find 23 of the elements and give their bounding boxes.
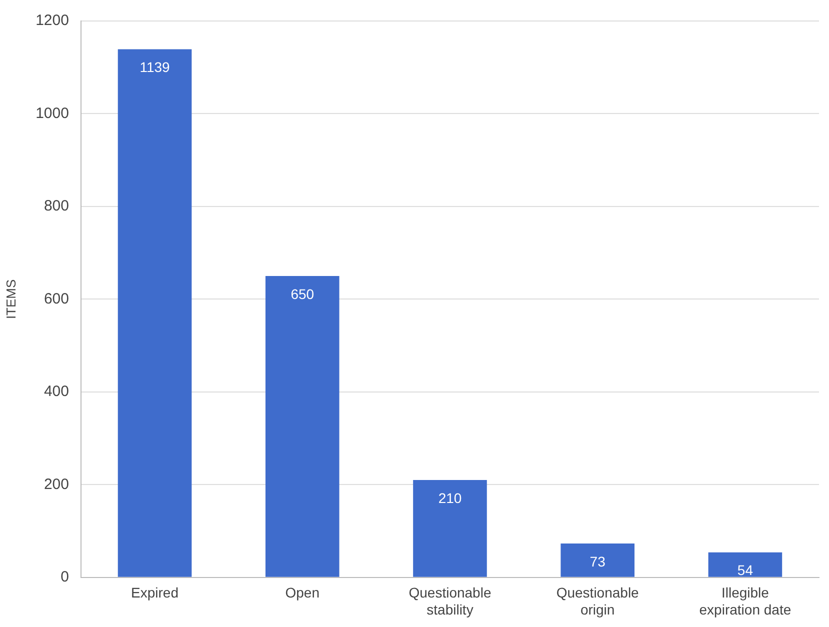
y-axis-title: ITEMS xyxy=(3,279,18,320)
data-label: 54 xyxy=(737,562,754,578)
x-tick-label: Questionable stability xyxy=(408,584,492,618)
bar xyxy=(560,544,634,577)
bar xyxy=(265,276,340,577)
x-tick-label: Illegible expiration date xyxy=(699,584,792,618)
data-label: 1139 xyxy=(140,59,170,76)
y-tick-label: 400 xyxy=(44,383,69,400)
data-label: 650 xyxy=(290,286,314,302)
x-tick-label: Expired xyxy=(131,584,179,601)
y-tick-label: 200 xyxy=(44,476,69,493)
y-tick-label: 1000 xyxy=(36,104,69,122)
bar xyxy=(118,49,192,577)
x-tick-label: Open xyxy=(285,584,320,601)
bar xyxy=(708,552,782,577)
y-tick-label: 800 xyxy=(44,198,69,215)
y-tick-label: 1200 xyxy=(36,12,69,30)
data-label: 73 xyxy=(590,553,606,570)
y-tick-label: 0 xyxy=(60,568,69,586)
x-tick-label: Questionable origin xyxy=(556,584,640,618)
bar xyxy=(413,480,487,577)
y-tick-label: 600 xyxy=(44,290,69,308)
data-label: 210 xyxy=(438,490,462,506)
